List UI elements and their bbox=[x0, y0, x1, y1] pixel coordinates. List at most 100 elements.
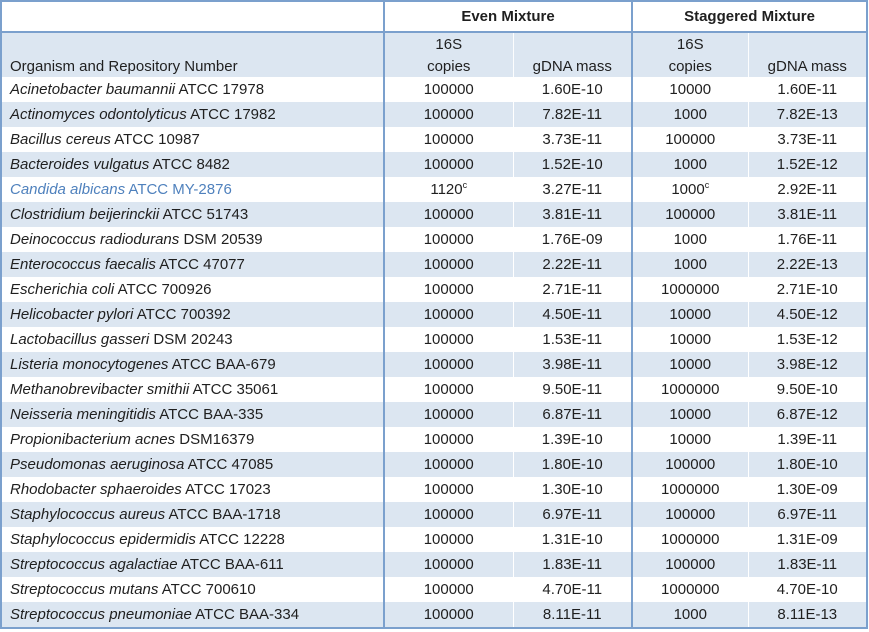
repository-number: ATCC BAA-334 bbox=[195, 606, 300, 623]
organism-cell: Staphylococcus epidermidis ATCC 12228 bbox=[1, 527, 384, 552]
staggered-copies-cell: 100000 bbox=[631, 452, 748, 477]
staggered-gdna-cell: 1.60E-11 bbox=[747, 77, 867, 102]
staggered-gdna-cell: 6.87E-12 bbox=[747, 402, 867, 427]
repository-number: DSM16379 bbox=[179, 431, 255, 448]
group-header-row: Even Mixture Staggered Mixture bbox=[1, 1, 867, 33]
even-copies-cell: 1120c bbox=[383, 177, 513, 202]
organism-cell: Neisseria meningitidis ATCC BAA-335 bbox=[1, 402, 384, 427]
staggered-gdna-cell: 1.39E-11 bbox=[747, 427, 867, 452]
staggered-copies-cell: 100000 bbox=[631, 127, 748, 152]
staggered-copies-cell: 1000000 bbox=[631, 527, 748, 552]
organism-cell: Methanobrevibacter smithii ATCC 35061 bbox=[1, 377, 384, 402]
organism-cell: Deinococcus radiodurans DSM 20539 bbox=[1, 227, 384, 252]
repository-number: ATCC MY-2876 bbox=[128, 181, 232, 198]
table-row: Enterococcus faecalis ATCC 47077 100000 … bbox=[1, 252, 867, 277]
even-gdna-cell: 2.22E-11 bbox=[512, 252, 632, 277]
repository-number: ATCC 700392 bbox=[136, 306, 231, 323]
table-row: Propionibacterium acnes DSM16379 100000 … bbox=[1, 427, 867, 452]
staggered-gdna-cell: 1.83E-11 bbox=[747, 552, 867, 577]
staggered-16s-label: 16S bbox=[631, 32, 748, 55]
even-gdna-cell: 8.11E-11 bbox=[512, 602, 632, 628]
staggered-copies-cell: 1000000 bbox=[631, 277, 748, 302]
table-row: Listeria monocytogenes ATCC BAA-679 1000… bbox=[1, 352, 867, 377]
even-copies-cell: 100000 bbox=[383, 527, 513, 552]
organism-cell: Bacillus cereus ATCC 10987 bbox=[1, 127, 384, 152]
staggered-copies-cell: 100000 bbox=[631, 202, 748, 227]
even-copies-cell: 100000 bbox=[383, 102, 513, 127]
staggered-gdna-cell: 1.76E-11 bbox=[747, 227, 867, 252]
subheader-row-16s: 16S 16S bbox=[1, 32, 867, 55]
organism-name: Methanobrevibacter smithii bbox=[10, 381, 190, 398]
staggered-gdna-cell: 2.92E-11 bbox=[747, 177, 867, 202]
table-row: Streptococcus pneumoniae ATCC BAA-334 10… bbox=[1, 602, 867, 628]
organism-name: Escherichia coli bbox=[10, 281, 115, 298]
organism-cell: Listeria monocytogenes ATCC BAA-679 bbox=[1, 352, 384, 377]
even-copies-cell: 100000 bbox=[383, 202, 513, 227]
repository-number: ATCC 35061 bbox=[192, 381, 279, 398]
even-gdna-cell: 1.83E-11 bbox=[512, 552, 632, 577]
organism-cell: Streptococcus agalactiae ATCC BAA-611 bbox=[1, 552, 384, 577]
organism-cell: Streptococcus mutans ATCC 700610 bbox=[1, 577, 384, 602]
organism-name: Streptococcus agalactiae bbox=[10, 556, 178, 573]
even-gdna-cell: 3.73E-11 bbox=[512, 127, 632, 152]
repository-number: ATCC 10987 bbox=[114, 131, 200, 148]
organism-cell: Staphylococcus aureus ATCC BAA-1718 bbox=[1, 502, 384, 527]
staggered-gdna-header: gDNA mass bbox=[747, 55, 867, 77]
staggered-copies-cell: 1000 bbox=[631, 102, 748, 127]
table-row: Clostridium beijerinckii ATCC 51743 1000… bbox=[1, 202, 867, 227]
staggered-gdna-cell: 2.22E-13 bbox=[747, 252, 867, 277]
table-row: Pseudomonas aeruginosa ATCC 47085 100000… bbox=[1, 452, 867, 477]
staggered-copies-cell: 1000 bbox=[631, 252, 748, 277]
organism-name: Listeria monocytogenes bbox=[10, 356, 169, 373]
table-row: Neisseria meningitidis ATCC BAA-335 1000… bbox=[1, 402, 867, 427]
even-gdna-cell: 4.70E-11 bbox=[512, 577, 632, 602]
table-row: Bacteroides vulgatus ATCC 8482 100000 1.… bbox=[1, 152, 867, 177]
even-gdna-cell: 1.53E-11 bbox=[512, 327, 632, 352]
even-gdna-cell: 3.27E-11 bbox=[512, 177, 632, 202]
even-16s-spacer bbox=[512, 32, 632, 55]
organism-name: Neisseria meningitidis bbox=[10, 406, 156, 423]
organism-cell: Propionibacterium acnes DSM16379 bbox=[1, 427, 384, 452]
repository-number: ATCC BAA-335 bbox=[159, 406, 264, 423]
organism-name: Acinetobacter baumannii bbox=[10, 81, 176, 98]
even-gdna-cell: 6.87E-11 bbox=[512, 402, 632, 427]
even-gdna-cell: 9.50E-11 bbox=[512, 377, 632, 402]
even-copies-cell: 100000 bbox=[383, 552, 513, 577]
staggered-gdna-cell: 3.73E-11 bbox=[747, 127, 867, 152]
table-row: Actinomyces odontolyticus ATCC 17982 100… bbox=[1, 102, 867, 127]
staggered-copies-cell: 100000 bbox=[631, 502, 748, 527]
even-gdna-cell: 6.97E-11 bbox=[512, 502, 632, 527]
organism-name: Actinomyces odontolyticus bbox=[10, 106, 187, 123]
even-copies-cell: 100000 bbox=[383, 252, 513, 277]
even-gdna-cell: 3.81E-11 bbox=[512, 202, 632, 227]
staggered-copies-header: copies bbox=[631, 55, 748, 77]
repository-number: ATCC 12228 bbox=[199, 531, 285, 548]
even-copies-cell: 100000 bbox=[383, 227, 513, 252]
staggered-copies-cell: 1000000 bbox=[631, 477, 748, 502]
even-gdna-cell: 7.82E-11 bbox=[512, 102, 632, 127]
table-row: Streptococcus mutans ATCC 700610 100000 … bbox=[1, 577, 867, 602]
table-row: Lactobacillus gasseri DSM 20243 100000 1… bbox=[1, 327, 867, 352]
staggered-gdna-cell: 4.70E-10 bbox=[747, 577, 867, 602]
organism-name: Staphylococcus epidermidis bbox=[10, 531, 196, 548]
staggered-copies-cell: 1000 bbox=[631, 152, 748, 177]
staggered-copies-cell: 10000 bbox=[631, 327, 748, 352]
even-copies-cell: 100000 bbox=[383, 127, 513, 152]
organism-cell: Candida albicans ATCC MY-2876 bbox=[1, 177, 384, 202]
even-copies-cell: 100000 bbox=[383, 302, 513, 327]
even-gdna-cell: 3.98E-11 bbox=[512, 352, 632, 377]
even-copies-cell: 100000 bbox=[383, 452, 513, 477]
organism-cell: Streptococcus pneumoniae ATCC BAA-334 bbox=[1, 602, 384, 628]
group-header-staggered: Staggered Mixture bbox=[631, 1, 867, 33]
organism-name: Clostridium beijerinckii bbox=[10, 206, 160, 223]
even-copies-cell: 100000 bbox=[383, 602, 513, 628]
table-row: Escherichia coli ATCC 700926 100000 2.71… bbox=[1, 277, 867, 302]
staggered-copies-cell: 100000 bbox=[631, 552, 748, 577]
even-16s-label: 16S bbox=[383, 32, 513, 55]
organism-name: Helicobacter pylori bbox=[10, 306, 134, 323]
repository-number: ATCC 17023 bbox=[185, 481, 271, 498]
staggered-gdna-cell: 1.80E-10 bbox=[747, 452, 867, 477]
table-row: Staphylococcus epidermidis ATCC 12228 10… bbox=[1, 527, 867, 552]
staggered-gdna-cell: 1.52E-12 bbox=[747, 152, 867, 177]
repository-number: DSM 20539 bbox=[183, 231, 263, 248]
